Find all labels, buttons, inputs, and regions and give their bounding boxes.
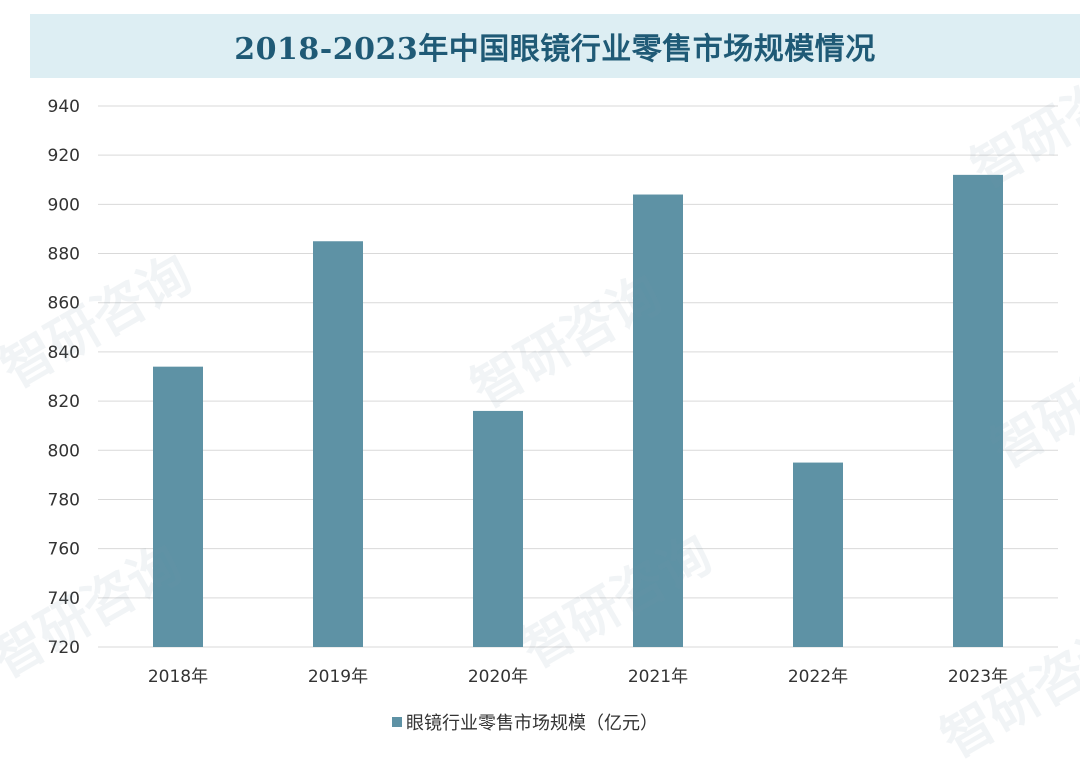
x-tick-label: 2018年 [148,667,208,687]
legend: 眼镜行业零售市场规模（亿元） [392,708,658,736]
bar-chart: 720 740 760 780 800 820 840 860 880 900 920 940 2018… [48,97,1058,687]
legend-swatch [392,717,402,727]
y-tick-label: 920 [48,146,80,166]
bar [633,194,683,647]
bar [473,410,523,647]
y-tick-label: 880 [48,245,80,265]
bar [313,241,363,647]
y-tick-label: 800 [48,441,80,461]
y-tick-label: 900 [48,195,80,215]
x-tick-label: 2022年 [788,667,848,687]
x-tick-label: 2023年 [948,667,1008,687]
x-tick-label: 2019年 [308,667,368,687]
y-tick-label: 860 [48,294,80,314]
y-tick-label: 940 [48,97,80,117]
y-tick-label: 840 [48,343,80,363]
y-tick-label: 740 [48,589,80,609]
bar [953,174,1003,647]
x-tick-label: 2020年 [468,667,528,687]
bar [793,462,843,647]
y-tick-label: 760 [48,540,80,560]
y-tick-label: 820 [48,392,80,412]
y-tick-label: 780 [48,490,80,510]
legend-label: 眼镜行业零售市场规模（亿元） [406,713,658,734]
y-tick-label: 720 [48,638,80,658]
bar [153,366,203,647]
chart-title: 2018-2023年中国眼镜行业零售市场规模情况 [234,32,876,67]
x-tick-label: 2021年 [628,667,688,687]
title-band: 2018-2023年中国眼镜行业零售市场规模情况 [30,14,1080,78]
